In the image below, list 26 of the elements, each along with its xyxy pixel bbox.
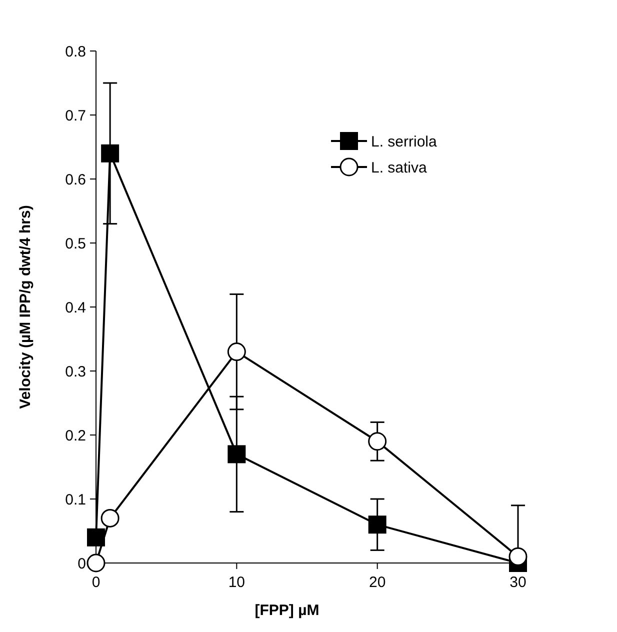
y-tick-label: 0.3 [65, 363, 86, 380]
legend-label: L. serriola [371, 133, 438, 150]
y-tick-label: 0.1 [65, 491, 86, 508]
point [86, 554, 106, 572]
legend-label: L. sativa [371, 159, 428, 176]
point [368, 432, 387, 451]
point [368, 516, 386, 534]
y-tick-label: 0.7 [65, 107, 86, 124]
x-tick-label: 20 [368, 574, 386, 591]
x-tick-label: 0 [92, 574, 100, 591]
point [101, 144, 120, 162]
y-tick-label: 0.8 [65, 43, 86, 60]
y-tick-label: 0.6 [65, 171, 86, 188]
x-tick-label: 10 [228, 574, 246, 591]
x-tick-label: 30 [510, 574, 526, 591]
x-axis-title: [FPP] µM [254, 602, 320, 619]
y-axis-title: Velocity (µM IPP/g dwt/4 hrs) [17, 205, 34, 409]
point [100, 508, 120, 528]
y-tick-label: 0.2 [65, 427, 86, 444]
y-tick-label: 0 [78, 555, 86, 572]
point [508, 547, 528, 566]
y-tick-label: 0.5 [65, 235, 86, 252]
point [227, 342, 246, 362]
point [228, 445, 246, 464]
point [87, 528, 105, 546]
y-tick-label: 0.4 [65, 299, 86, 316]
